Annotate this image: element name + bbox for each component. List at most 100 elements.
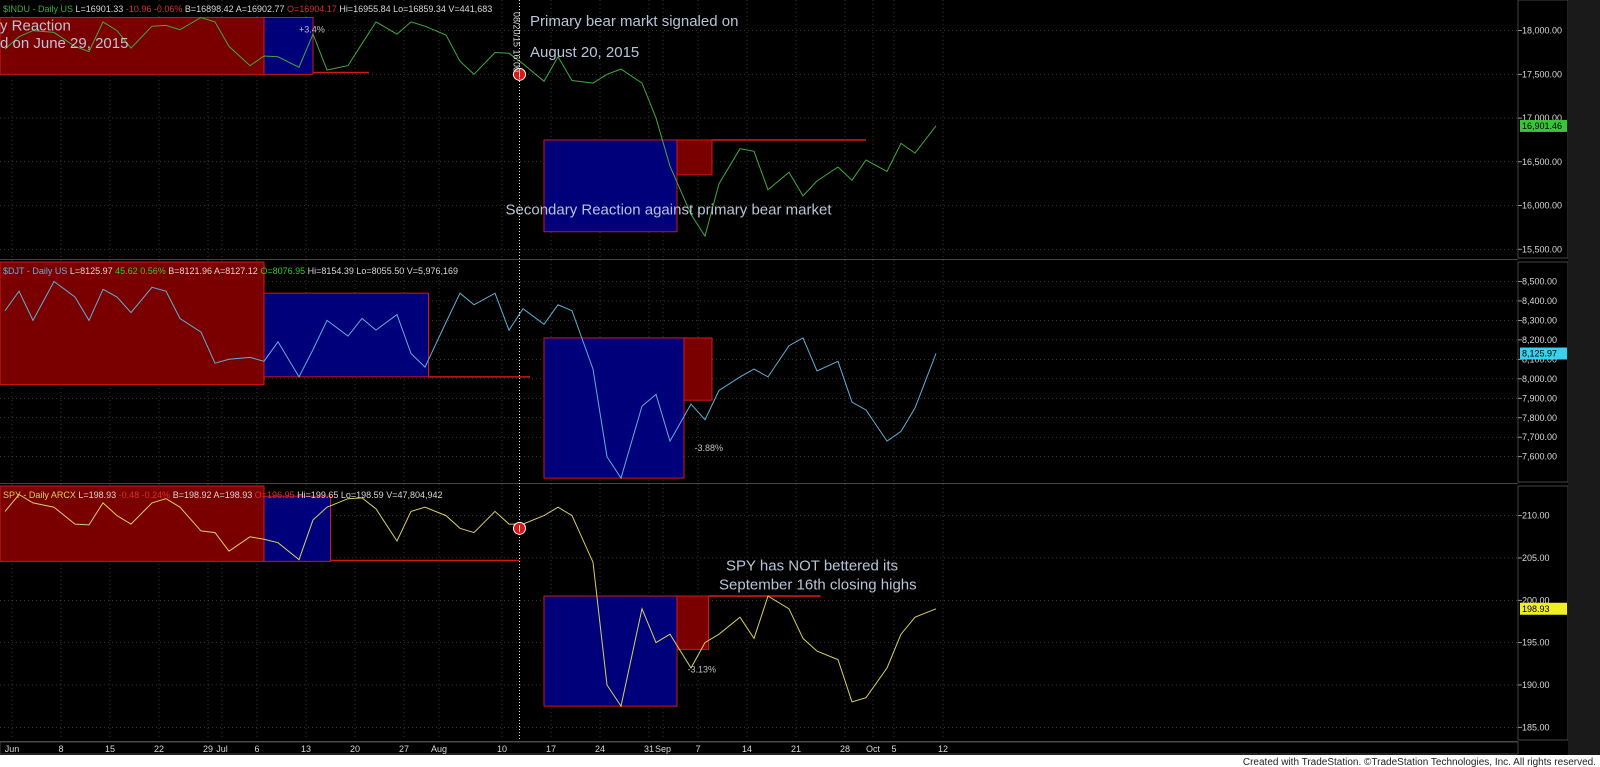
- price-series-line[interactable]: [4, 493, 937, 708]
- last-price-label: 16,901.46: [1522, 121, 1562, 131]
- x-tick-label: 13: [301, 744, 311, 754]
- footer-credit: Created with TradeStation. ©TradeStation…: [1243, 757, 1596, 767]
- price-series-line[interactable]: [4, 280, 937, 480]
- header-field: -0.06%: [151, 4, 182, 14]
- x-tick-label: 24: [595, 744, 605, 754]
- x-tick-label: 21: [791, 744, 801, 754]
- header-field: $DJT - Daily US: [3, 266, 67, 276]
- x-tick-label: 5: [891, 744, 896, 754]
- bear-phase-box: [683, 337, 713, 401]
- x-tick-label: 27: [399, 744, 409, 754]
- header-field: O=8076.95: [258, 266, 305, 276]
- x-tick-label: 7: [695, 744, 700, 754]
- header-field: B=198.92: [170, 490, 211, 500]
- window-edge: [1568, 0, 1600, 767]
- y-tick-label: 17,000.00: [1522, 113, 1562, 123]
- chart-annotation: September 16th closing highs: [719, 576, 917, 593]
- header-field: 0.56%: [138, 266, 166, 276]
- header-field: B=8121.96: [166, 266, 212, 276]
- x-tick-label: 22: [154, 744, 164, 754]
- last-price-label: 198.93: [1522, 604, 1550, 614]
- y-tick-label: 18,000.00: [1522, 26, 1562, 36]
- pane-spy: 185.00 190.00 195.00 200.00 205.00 210.00 198.…: [0, 485, 1569, 742]
- chart-annotation: +3.4%: [299, 24, 325, 34]
- x-tick-label: 14: [742, 744, 752, 754]
- y-tick-label: 16,500.00: [1522, 157, 1562, 167]
- chart-annotation: y Reaction: [0, 18, 71, 35]
- y-tick-label: 7,600.00: [1522, 452, 1557, 462]
- last-price-badge: [1520, 602, 1567, 615]
- x-tick-label: Jul: [216, 744, 228, 754]
- chart-annotation: Secondary Reaction against primary bear …: [506, 201, 833, 218]
- header-field: L=8125.97: [67, 266, 112, 276]
- header-field: Hi=199.65: [295, 490, 339, 500]
- price-axis: [1517, 261, 1569, 483]
- last-price-badge: [1520, 347, 1567, 360]
- bull-phase-box: [543, 595, 678, 707]
- x-tick-label: Sep: [655, 744, 671, 754]
- header-field: Lo=16859.34: [391, 4, 446, 14]
- y-tick-label: 7,800.00: [1522, 413, 1557, 423]
- chart-annotation: d on June 29, 2015: [0, 35, 128, 52]
- header-field: Lo=198.59: [338, 490, 383, 500]
- x-tick-label: Jun: [5, 744, 20, 754]
- bull-phase-box: [263, 495, 331, 562]
- price-series-line[interactable]: [4, 16, 937, 238]
- header-field: V=441,683: [446, 4, 492, 14]
- y-tick-label: 205.00: [1522, 553, 1550, 563]
- y-tick-label: 195.00: [1522, 638, 1550, 648]
- x-tick-label: Oct: [866, 744, 881, 754]
- header-field: Hi=8154.39: [305, 266, 354, 276]
- bull-phase-box: [543, 337, 685, 479]
- y-tick-label: 8,200.00: [1522, 335, 1557, 345]
- x-tick-label: 20: [350, 744, 360, 754]
- header-field: V=5,976,169: [404, 266, 458, 276]
- event-date-label: 08/20/15 16:00: [512, 12, 522, 72]
- date-axis: [0, 741, 1519, 755]
- y-tick-label: 200.00: [1522, 595, 1550, 605]
- symbol-header: $DJT - Daily US L=8125.97 45.62 0.56% B=…: [3, 266, 458, 276]
- chart-annotation: Primary bear markt signaled on: [530, 13, 738, 30]
- y-tick-label: 8,400.00: [1522, 296, 1557, 306]
- chart-annotation: -3.13%: [688, 664, 717, 674]
- x-tick-label: 15: [105, 744, 115, 754]
- header-field: -10.96: [123, 4, 151, 14]
- header-field: L=16901.33: [73, 4, 123, 14]
- x-tick-label: 10: [497, 744, 507, 754]
- pane-indu: 15,500.00 16,000.00 16,500.00 17,000.00 17,5…: [0, 0, 1569, 260]
- chart-annotation: August 20, 2015: [530, 44, 639, 61]
- bear-phase-box: [676, 139, 713, 176]
- header-field: -0.48: [116, 490, 139, 500]
- y-tick-label: 7,700.00: [1522, 432, 1557, 442]
- y-tick-label: 15,500.00: [1522, 244, 1562, 254]
- y-tick-label: 17,500.00: [1522, 69, 1562, 79]
- x-tick-label: 17: [546, 744, 556, 754]
- symbol-header: SPY - Daily ARCX L=198.93 -0.48 -0.24% B…: [3, 490, 443, 500]
- bear-phase-box: [0, 261, 265, 386]
- last-price-badge: [1520, 119, 1567, 132]
- footer-bar: [0, 755, 1600, 767]
- x-tick-label: 12: [938, 744, 948, 754]
- header-field: A=198.93: [212, 490, 253, 500]
- header-field: A=8127.12: [212, 266, 258, 276]
- x-tick-label: 6: [254, 744, 259, 754]
- bear-phase-box: [0, 16, 265, 75]
- header-field: 45.62: [113, 266, 138, 276]
- y-tick-label: 7,900.00: [1522, 393, 1557, 403]
- y-tick-label: 8,500.00: [1522, 276, 1557, 286]
- chart-annotation: SPY has NOT bettered its: [726, 558, 898, 575]
- symbol-header: $INDU - Daily US L=16901.33 -10.96 -0.06…: [3, 4, 492, 14]
- bull-phase-box: [263, 16, 314, 75]
- y-tick-label: 8,300.00: [1522, 315, 1557, 325]
- header-field: L=198.93: [76, 490, 116, 500]
- y-tick-label: 185.00: [1522, 722, 1550, 732]
- x-tick-label: 29: [203, 744, 213, 754]
- x-tick-label: Aug: [431, 744, 447, 754]
- header-field: $INDU - Daily US: [3, 4, 73, 14]
- header-field: -0.24%: [139, 490, 170, 500]
- header-field: Hi=16955.84: [337, 4, 391, 14]
- header-field: V=47,804,942: [384, 490, 443, 500]
